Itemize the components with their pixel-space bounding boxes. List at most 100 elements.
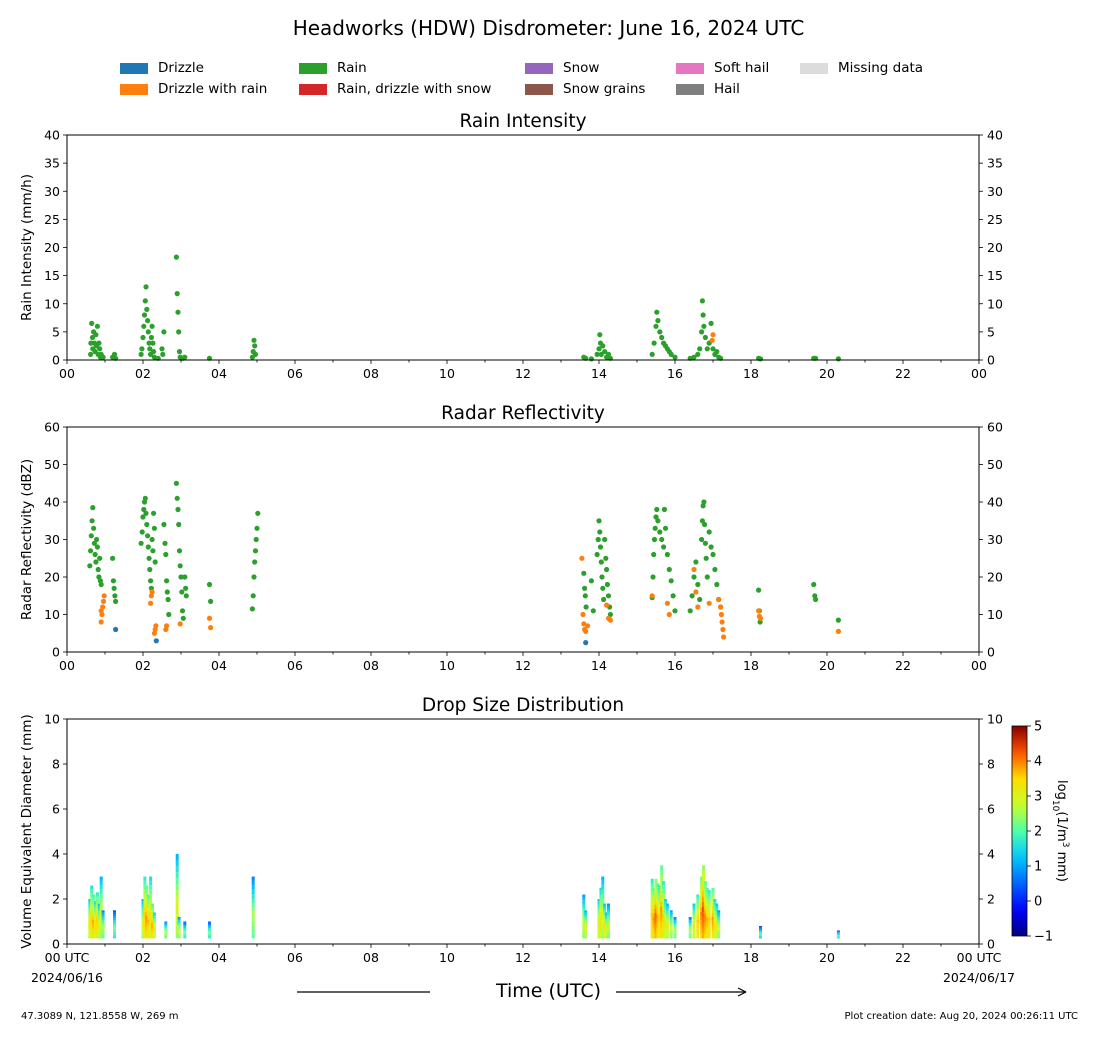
dsd-cell xyxy=(702,907,705,913)
dsd-cell xyxy=(703,905,707,910)
dsd-cell xyxy=(836,931,840,933)
x-tick-label: 08 xyxy=(363,366,379,381)
legend-item-missing-data: Missing data xyxy=(800,60,923,76)
dsd-cell xyxy=(662,885,666,890)
dsd-cell xyxy=(759,934,762,936)
data-point-rain xyxy=(672,608,678,614)
dsd-cell xyxy=(141,910,145,914)
dsd-cell xyxy=(152,931,156,933)
dsd-cell xyxy=(688,920,692,922)
dsd-cell xyxy=(652,909,656,913)
dsd-cell xyxy=(149,929,153,934)
y-tick-label-right: 30 xyxy=(987,184,1003,199)
data-point-rain xyxy=(594,351,600,357)
dsd-cell xyxy=(607,925,610,929)
data-point-rain xyxy=(701,323,707,329)
y-tick-label-right: 0 xyxy=(987,353,995,368)
x-tick-label: 18 xyxy=(743,950,759,965)
dsd-cell xyxy=(605,916,609,918)
x-tick-label: 14 xyxy=(591,950,607,965)
data-point-rain xyxy=(178,574,184,580)
data-point-drizzle-with-rain xyxy=(710,332,716,338)
data-point-rain xyxy=(89,320,95,326)
dsd-cell xyxy=(141,918,145,922)
dsd-cell xyxy=(660,891,664,897)
data-point-rain xyxy=(150,340,156,346)
dsd-cell xyxy=(696,913,700,917)
dsd-cell xyxy=(705,913,709,917)
dsd-cell xyxy=(650,900,654,905)
x-tick-label: 08 xyxy=(363,658,379,673)
dsd-cell xyxy=(713,910,717,914)
data-point-rain xyxy=(704,346,710,352)
data-point-drizzle-with-rain xyxy=(604,602,610,608)
data-point-rain xyxy=(252,559,258,565)
data-point-rain xyxy=(208,598,214,605)
dsd-cell xyxy=(251,876,255,881)
dsd-cell xyxy=(700,907,704,912)
data-point-rain xyxy=(161,329,167,335)
dsd-cell xyxy=(99,894,103,899)
data-point-rain xyxy=(702,334,709,341)
dsd-cell xyxy=(597,913,601,916)
dsd-cell xyxy=(582,910,586,914)
data-point-rain xyxy=(582,585,588,591)
data-point-rain xyxy=(252,351,259,357)
dsd-cell xyxy=(703,909,707,914)
data-point-drizzle-with-rain xyxy=(100,598,107,605)
dsd-cell xyxy=(660,907,664,913)
y-tick-label-right: 15 xyxy=(987,268,1003,283)
y-tick-label: 0 xyxy=(52,937,60,952)
dsd-cell xyxy=(152,919,156,922)
legend-swatch xyxy=(299,83,327,95)
dsd-cell xyxy=(152,929,156,931)
data-point-drizzle-with-rain xyxy=(164,623,170,629)
dsd-cell xyxy=(90,915,94,920)
data-point-rain xyxy=(98,581,104,588)
dsd-cell xyxy=(149,889,153,895)
dsd-cell xyxy=(88,932,92,936)
data-point-rain xyxy=(668,578,674,584)
data-point-rain xyxy=(596,518,602,524)
dsd-cell xyxy=(707,903,711,908)
dsd-cell xyxy=(95,905,99,909)
dsd-cell xyxy=(145,885,149,890)
dsd-cell xyxy=(101,936,105,939)
dsd-cell xyxy=(717,932,721,935)
dsd-cell xyxy=(95,912,99,916)
dsd-cell xyxy=(660,886,664,892)
dsd-cell xyxy=(658,923,662,928)
dsd-cell xyxy=(669,926,673,929)
dsd-cell xyxy=(582,897,586,901)
y-tick-label: 40 xyxy=(44,128,60,143)
dsd-cell xyxy=(702,870,705,876)
dsd-cell xyxy=(164,937,168,939)
data-point-rain xyxy=(708,320,714,326)
data-point-rain xyxy=(649,351,655,357)
dsd-cell xyxy=(656,891,660,895)
dsd-cell xyxy=(94,935,97,939)
dsd-cell xyxy=(94,922,97,926)
dsd-cell xyxy=(664,927,667,930)
legend-label: Drizzle xyxy=(158,60,204,76)
dsd-cell xyxy=(702,880,705,887)
dsd-cell xyxy=(717,926,721,929)
dsd-cell xyxy=(711,895,715,899)
dsd-cell xyxy=(582,913,586,917)
data-point-drizzle-with-rain xyxy=(695,604,701,610)
dsd-cell xyxy=(175,920,179,927)
dsd-cell xyxy=(90,893,94,897)
dsd-cell xyxy=(88,901,92,905)
dsd-cell xyxy=(660,933,664,939)
dsd-cell xyxy=(650,904,654,909)
dsd-cell xyxy=(665,925,669,929)
dsd-cell xyxy=(692,928,696,931)
dsd-cell xyxy=(90,904,94,909)
data-point-drizzle-with-rain xyxy=(579,555,585,561)
dsd-cell xyxy=(183,923,187,926)
dsd-cell xyxy=(141,915,145,919)
data-point-rain xyxy=(659,334,665,341)
dsd-cell xyxy=(660,917,664,923)
dsd-cell xyxy=(90,923,94,928)
footer-location: 47.3089 N, 121.8558 W, 269 m xyxy=(21,1011,179,1022)
